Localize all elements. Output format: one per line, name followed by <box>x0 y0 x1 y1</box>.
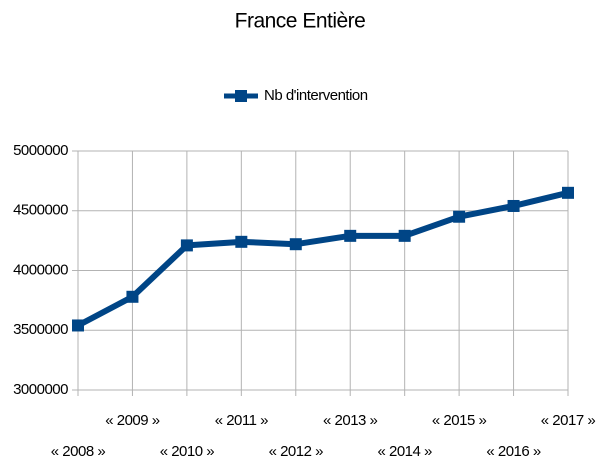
data-point <box>72 319 84 332</box>
y-tick-label: 3000000 <box>13 381 68 398</box>
data-point <box>453 210 466 223</box>
x-tick-label: « 2008 » <box>51 443 106 460</box>
data-point <box>126 290 139 303</box>
chart-title: France Entière <box>235 10 366 33</box>
data-point <box>289 238 302 251</box>
data-point <box>398 229 411 242</box>
data-point <box>235 235 248 248</box>
y-tick-label: 4500000 <box>13 202 68 219</box>
data-line <box>76 189 569 329</box>
x-tick-label: « 2010 » <box>160 443 215 460</box>
data-point <box>562 186 574 199</box>
x-tick-label: « 2009 » <box>105 412 160 429</box>
x-tick-label: « 2013 » <box>323 412 378 429</box>
x-tick-label: « 2014 » <box>377 443 432 460</box>
legend-marker <box>235 90 247 102</box>
legend-label: Nb d'intervention <box>264 87 368 104</box>
x-tick-label: « 2015 » <box>432 412 487 429</box>
y-tick-label: 4000000 <box>13 261 68 278</box>
data-point <box>344 229 357 242</box>
y-tick-label: 3500000 <box>13 321 68 338</box>
x-tick-label: « 2016 » <box>486 443 541 460</box>
data-point <box>180 239 193 252</box>
x-tick-label: « 2012 » <box>269 443 324 460</box>
y-tick-label: 5000000 <box>13 142 68 159</box>
x-tick-label: « 2017 » <box>541 412 596 429</box>
x-tick-label: « 2011 » <box>215 412 268 429</box>
data-point <box>507 199 520 212</box>
